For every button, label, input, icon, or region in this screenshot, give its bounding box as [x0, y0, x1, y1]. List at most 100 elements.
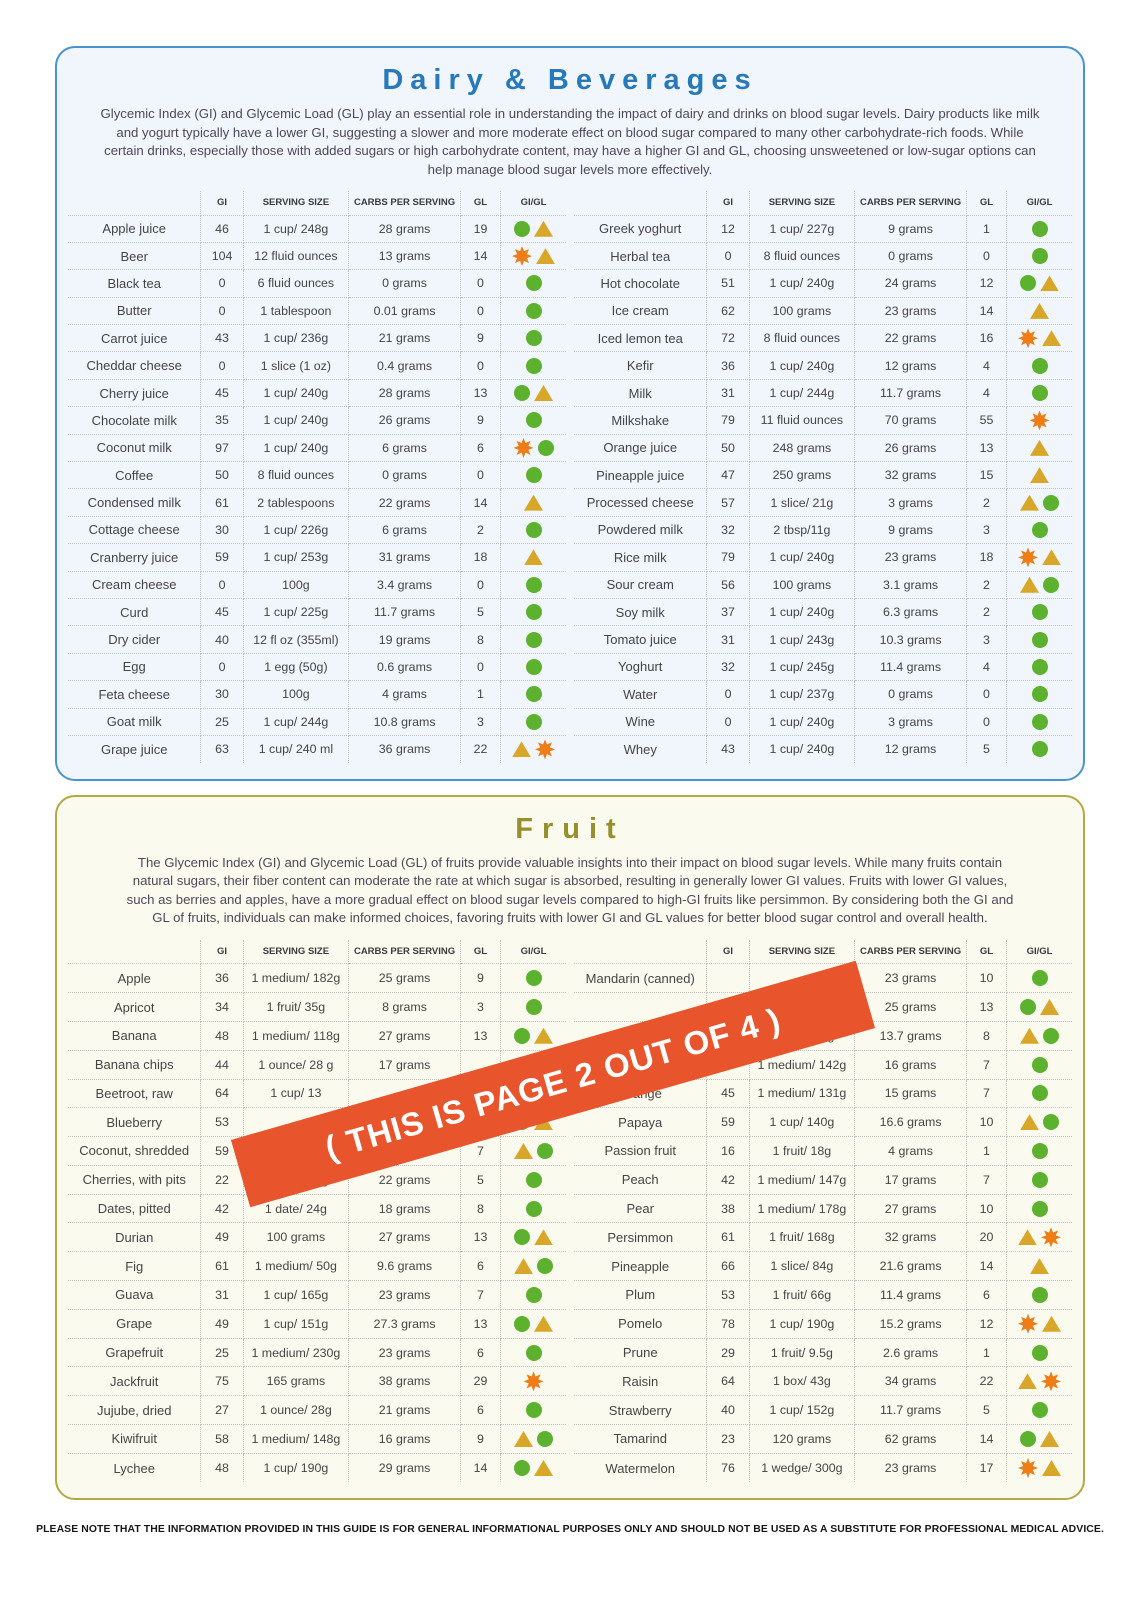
serving-size: 1 box/ 43g: [749, 1366, 856, 1397]
gi-gl-rating: [1006, 653, 1072, 682]
carbs-per-serving: 3 grams: [854, 488, 967, 517]
column-header: CARBS PER SERVING: [854, 939, 967, 965]
column-header: [574, 939, 708, 965]
gl-value: 10: [966, 1194, 1008, 1224]
gi-value: 36: [200, 963, 244, 994]
yellow-triangle-icon: [1040, 999, 1060, 1015]
gi-gl-rating: [500, 992, 566, 1022]
gl-value: 8: [460, 625, 502, 654]
gi-value: 64: [200, 1079, 244, 1109]
carbs-per-serving: 21 grams: [348, 1395, 461, 1426]
gl-value: 0: [460, 351, 502, 380]
green-circle-icon: [537, 1430, 554, 1447]
gi-value: 97: [200, 434, 244, 463]
gi-value: 59: [706, 1107, 750, 1138]
carbs-per-serving: 16 grams: [348, 1424, 461, 1454]
food-name: Jackfruit: [68, 1366, 202, 1397]
gl-value: 0: [460, 269, 502, 298]
food-name: Tamarind: [574, 1424, 708, 1454]
table-row: Banana 48 1 medium/ 118g 27 grams 13: [68, 1021, 566, 1051]
food-name: Coffee: [68, 461, 202, 490]
gi-gl-rating: [1006, 1136, 1072, 1166]
carbs-per-serving: 27.3 grams: [348, 1309, 461, 1339]
serving-size: 1 cup/ 190g: [243, 1453, 350, 1483]
gl-value: 3: [966, 625, 1008, 654]
carbs-per-serving: 9.6 grams: [348, 1251, 461, 1282]
gl-value: 3: [966, 516, 1008, 545]
serving-size: 248 grams: [749, 434, 856, 463]
yellow-triangle-icon: [1020, 576, 1040, 593]
yellow-triangle-icon: [1030, 439, 1050, 456]
column-header: SERVING SIZE: [243, 939, 350, 965]
table-row: Chocolate milk 35 1 cup/ 240g 26 grams 9: [68, 406, 566, 435]
carbs-per-serving: 0.4 grams: [348, 351, 461, 380]
table-row: Cranberry juice 59 1 cup/ 253g 31 grams 18: [68, 543, 566, 572]
carbs-per-serving: 28 grams: [348, 215, 461, 243]
food-name: Durian: [68, 1222, 202, 1253]
table-row: Watermelon 76 1 wedge/ 300g 23 grams 17: [574, 1453, 1072, 1483]
gi-value: [706, 963, 750, 994]
gi-gl-rating: [1006, 1165, 1072, 1195]
serving-size: 1 cup/ 152g: [749, 1395, 856, 1426]
dairy-intro: Glycemic Index (GI) and Glycemic Load (G…: [100, 106, 1040, 177]
serving-size: 1 egg (50g): [243, 653, 350, 682]
gi-value: 49: [200, 1222, 244, 1253]
carbs-per-serving: 0.01 grams: [348, 297, 461, 326]
gi-gl-rating: [500, 1251, 566, 1282]
serving-size: 1 fruit/ 168g: [749, 1222, 856, 1253]
gi-gl-rating: [1006, 406, 1072, 435]
carbs-per-serving: 62 grams: [854, 1424, 967, 1454]
gl-value: 13: [460, 1222, 502, 1253]
table-row: Goat milk 25 1 cup/ 244g 10.8 grams 3: [68, 708, 566, 736]
gl-value: 6: [460, 1395, 502, 1426]
serving-size: 2 tbsp/11g: [749, 516, 856, 545]
food-name: Water: [574, 680, 708, 709]
food-name: Milkshake: [574, 406, 708, 435]
serving-size: 1 cup/ 13: [243, 1079, 350, 1109]
gl-value: 13: [966, 434, 1008, 463]
green-circle-icon: [1031, 1085, 1048, 1102]
carbs-per-serving: 23 grams: [854, 543, 967, 572]
gi-value: 40: [706, 1395, 750, 1426]
food-name: Dates, pitted: [68, 1194, 202, 1224]
gi-gl-rating: [1006, 543, 1072, 572]
gi-value: 47: [706, 461, 750, 490]
gl-value: 9: [460, 1424, 502, 1454]
serving-size: 1 cup/ 240g: [243, 434, 350, 463]
gl-value: 0: [966, 708, 1008, 736]
gi-gl-rating: [500, 379, 566, 408]
food-name: Kefir: [574, 351, 708, 380]
carbs-per-serving: 23 grams: [348, 1338, 461, 1368]
gl-value: 0: [460, 461, 502, 490]
gi-value: 16: [706, 1136, 750, 1166]
gi-value: 42: [706, 1165, 750, 1195]
table-header-row: GI SERVING SIZE CARBS PER SERVING GL GI/GL: [574, 191, 1072, 216]
gl-value: 2: [966, 571, 1008, 599]
food-name: Curd: [68, 598, 202, 627]
gi-value: 79: [706, 543, 750, 572]
gi-gl-rating: [500, 406, 566, 435]
food-name: Papaya: [574, 1107, 708, 1138]
table-row: Condensed milk 61 2 tablespoons 22 grams 14: [68, 488, 566, 517]
gi-gl-rating: [1006, 1050, 1072, 1080]
food-name: Goat milk: [68, 708, 202, 736]
gi-value: 31: [200, 1280, 244, 1310]
yellow-triangle-icon: [1018, 1373, 1038, 1390]
table-row: Milk 31 1 cup/ 244g 11.7 grams 4: [574, 379, 1072, 408]
table-row: Banana chips 44 1 ounce/ 28 g 17 grams: [68, 1050, 566, 1080]
table-row: Carrot juice 43 1 cup/ 236g 21 grams 9: [68, 324, 566, 353]
green-circle-icon: [537, 1258, 554, 1275]
column-header: [68, 939, 202, 965]
gi-gl-rating: [500, 1280, 566, 1310]
food-name: Coconut, shredded: [68, 1136, 202, 1166]
gi-gl-rating: [1006, 324, 1072, 353]
yellow-triangle-icon: [524, 549, 544, 566]
gi-gl-rating: [500, 680, 566, 709]
yellow-triangle-icon: [1042, 1315, 1062, 1332]
gi-gl-rating: [500, 598, 566, 627]
table-row: Curd 45 1 cup/ 225g 11.7 grams 5: [68, 598, 566, 627]
gi-gl-rating: [1006, 571, 1072, 599]
gl-value: 13: [460, 1309, 502, 1339]
green-circle-icon: [1020, 1430, 1037, 1447]
food-name: Powdered milk: [574, 516, 708, 545]
